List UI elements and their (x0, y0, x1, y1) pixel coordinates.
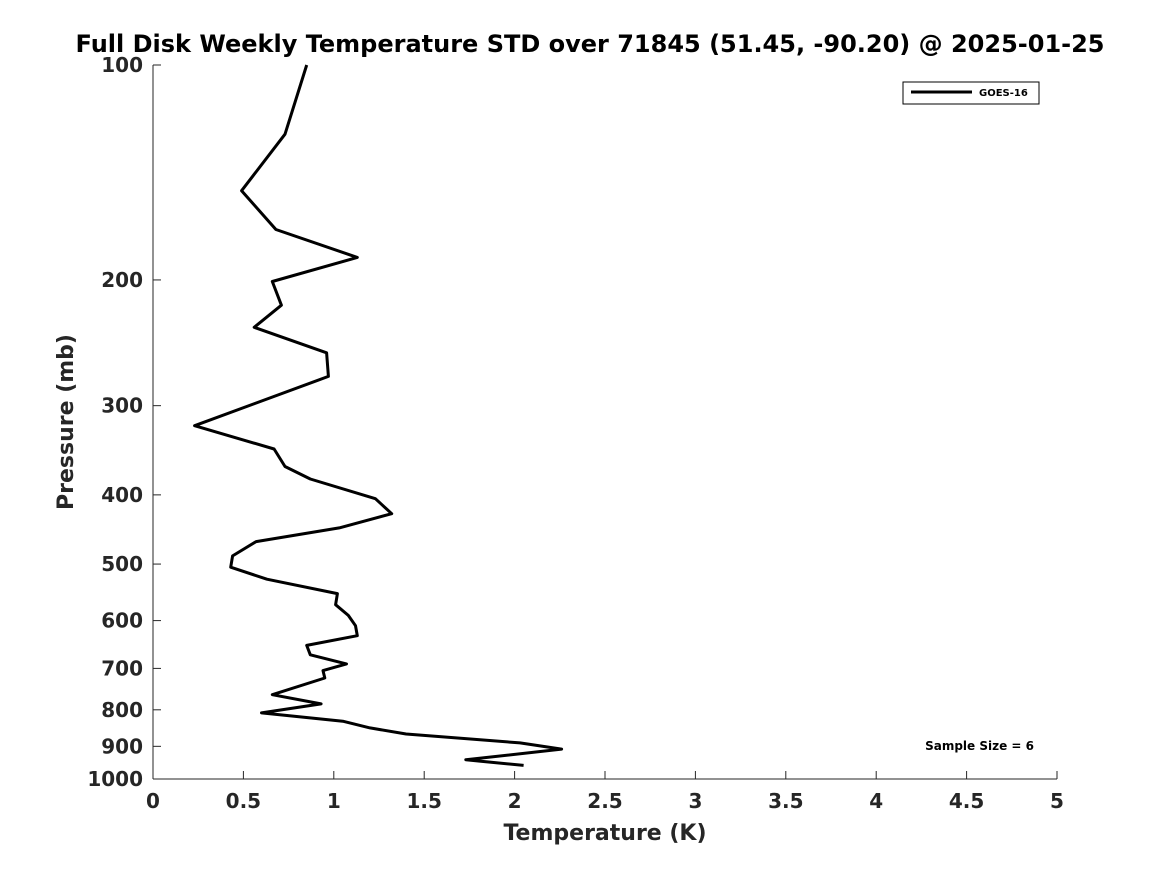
sample-size-annotation: Sample Size = 6 (925, 739, 1034, 753)
x-tick-label: 1.5 (406, 789, 441, 813)
y-tick-label: 900 (101, 734, 143, 758)
y-tick-label: 200 (101, 268, 143, 292)
y-tick-label: 700 (101, 656, 143, 680)
x-tick-label: 0.5 (226, 789, 261, 813)
x-tick-label: 2 (508, 789, 522, 813)
x-axis-ticks: 0 0.5 1 1.5 2 2.5 3 3.5 4 4.5 5 (146, 771, 1064, 813)
x-tick-label: 4 (869, 789, 883, 813)
x-tick-label: 1 (327, 789, 341, 813)
x-tick-label: 2.5 (587, 789, 622, 813)
x-tick-label: 3 (688, 789, 702, 813)
x-tick-label: 0 (146, 789, 160, 813)
series-line-goes16 (193, 64, 564, 767)
y-tick-label: 500 (101, 552, 143, 576)
series-layer (193, 64, 564, 767)
chart-title: Full Disk Weekly Temperature STD over 71… (76, 30, 1105, 58)
y-tick-label: 800 (101, 698, 143, 722)
y-tick-label: 600 (101, 609, 143, 633)
y-axis-label: Pressure (mb) (54, 334, 79, 510)
legend-entry-goes16: GOES-16 (979, 88, 1028, 99)
x-tick-label: 4.5 (949, 789, 984, 813)
plot-axes (152, 65, 1057, 780)
y-tick-label: 1000 (87, 767, 143, 791)
x-axis-label: Temperature (K) (503, 821, 706, 846)
y-axis-ticks: 100 200 300 400 500 600 700 800 900 1000 (87, 53, 161, 791)
y-tick-label: 100 (101, 53, 143, 77)
y-tick-label: 300 (101, 394, 143, 418)
x-tick-label: 3.5 (768, 789, 803, 813)
y-tick-label: 400 (101, 483, 143, 507)
legend: GOES-16 (902, 81, 1040, 105)
x-tick-label: 5 (1050, 789, 1064, 813)
